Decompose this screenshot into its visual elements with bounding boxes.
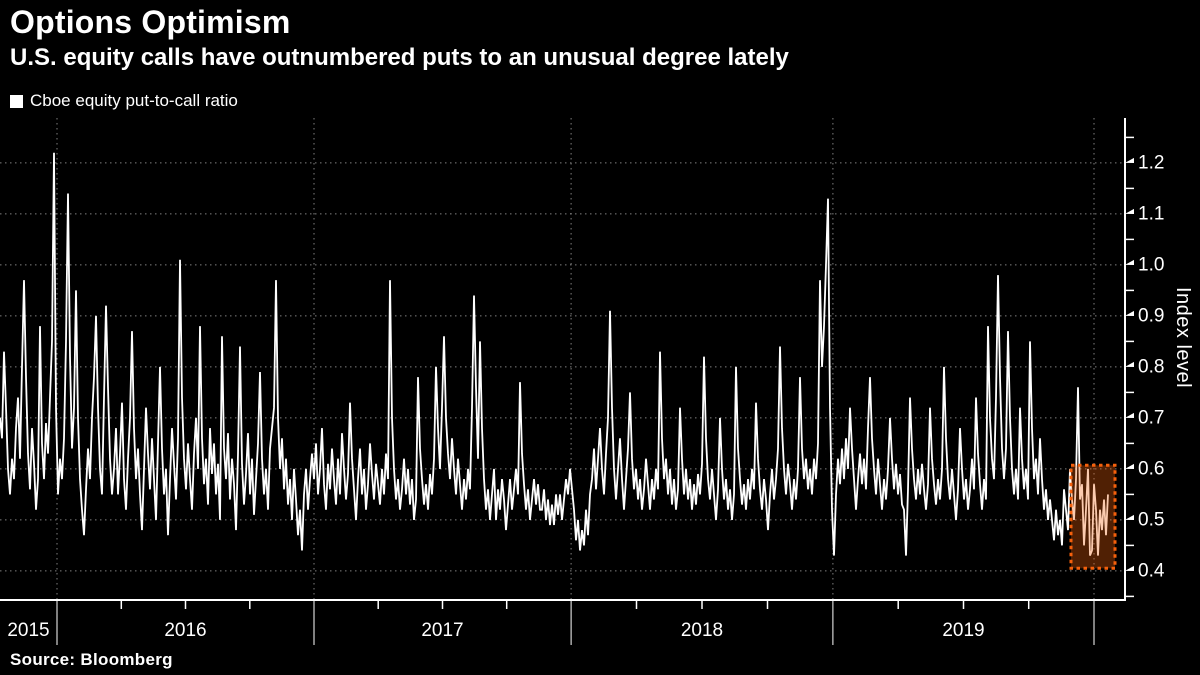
y-tick-label: 0.5: [1138, 509, 1164, 530]
y-major-tick-arrow-icon: [1125, 208, 1134, 214]
y-major-tick-arrow-icon: [1125, 514, 1134, 520]
highlight-box: [1069, 463, 1117, 570]
y-major-tick-arrow-icon: [1125, 259, 1134, 265]
y-tick-label: 0.6: [1138, 458, 1164, 479]
y-tick-label: 1.2: [1138, 152, 1164, 173]
put-to-call-ratio-line: [0, 152, 1109, 556]
legend-square-marker-icon: [10, 94, 23, 108]
y-major-tick-arrow-icon: [1125, 565, 1134, 571]
x-year-label: 2019: [942, 620, 984, 641]
chart-canvas: 0.4 0.5 0.6 0.7 0.8 0.9 1.0 1.1 1.2 2015 2016 2017 2…: [0, 118, 1165, 645]
y-major-tick-arrow-icon: [1125, 463, 1134, 469]
y-tick-label: 0.4: [1138, 560, 1165, 581]
source-credit: Source: Bloomberg: [10, 650, 173, 669]
legend-label: Cboe equity put-to-call ratio: [30, 91, 238, 110]
y-tick-label: 1.1: [1138, 203, 1164, 224]
y-tick-label: 0.8: [1138, 356, 1164, 377]
y-tick-label: 0.7: [1138, 407, 1164, 428]
x-year-label: 2018: [681, 620, 723, 641]
page-title: Options Optimism: [10, 4, 291, 40]
y-major-tick-arrow-icon: [1125, 412, 1134, 418]
y-major-tick-arrow-icon: [1125, 310, 1134, 316]
y-major-tick-arrow-icon: [1125, 361, 1134, 367]
y-tick-label: 0.9: [1138, 305, 1164, 326]
y-major-tick-arrow-icon: [1125, 157, 1134, 163]
x-year-label: 2017: [421, 620, 463, 641]
x-year-label: 2015: [7, 620, 49, 641]
y-tick-label: 1.0: [1138, 254, 1164, 275]
x-year-label: 2016: [164, 620, 206, 641]
y-axis-title: Index level: [1172, 287, 1194, 389]
page-subtitle: U.S. equity calls have outnumbered puts …: [10, 44, 789, 71]
legend: Cboe equity put-to-call ratio: [10, 91, 238, 111]
